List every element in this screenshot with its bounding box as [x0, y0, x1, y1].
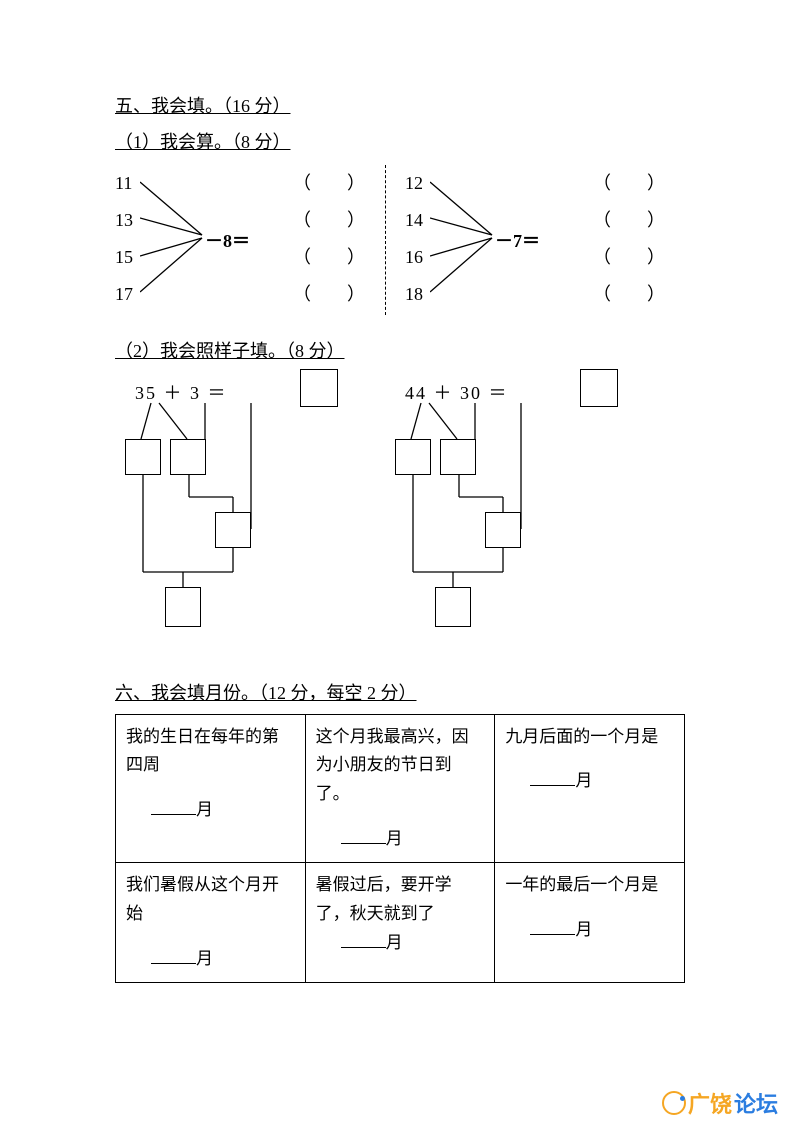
table-row: 我的生日在每年的第四周 月 这个月我最高兴，因为小朋友的节日到了。 月 九月后面…: [116, 714, 685, 863]
suffix: 月: [575, 920, 592, 939]
cell: 一年的最后一个月是 月: [495, 863, 685, 983]
cell-text: 我们暑假从这个月开始: [126, 875, 279, 923]
final-box[interactable]: [435, 587, 471, 627]
suffix: 月: [386, 829, 403, 848]
section6-title: 六、我会填月份。（12 分，每空 2 分）: [115, 677, 685, 709]
fan-lines-2: [430, 170, 500, 310]
blank: （ ）: [593, 239, 665, 276]
split-box-a[interactable]: [395, 439, 431, 475]
calc-block-2: 12 14 16 18 －7＝ （ ） （ ） （ ） （ ）: [385, 165, 675, 315]
suffix: 月: [575, 771, 592, 790]
final-box[interactable]: [165, 587, 201, 627]
cell-text: 我的生日在每年的第四周: [126, 727, 279, 775]
suffix: 月: [386, 933, 403, 952]
n: 18: [405, 276, 423, 313]
cell: 我的生日在每年的第四周 月: [116, 714, 306, 863]
answer: 月: [505, 767, 674, 796]
cell: 九月后面的一个月是 月: [495, 714, 685, 863]
decomp-lines-2: [385, 377, 615, 637]
answer: 月: [126, 945, 295, 974]
logo-icon: [662, 1091, 686, 1115]
table-row: 我们暑假从这个月开始 月 暑假过后，要开学了，秋天就到了 月 一年的最后一个月是…: [116, 863, 685, 983]
blank-line[interactable]: [530, 934, 575, 935]
blank-line[interactable]: [151, 814, 196, 815]
blank: （ ）: [293, 165, 365, 202]
blank-line[interactable]: [341, 843, 386, 844]
blank: （ ）: [593, 165, 665, 202]
answer: 月: [126, 796, 295, 825]
center-expr-2: －7＝: [495, 225, 540, 257]
section5-title: 五、我会填。（16 分）: [115, 90, 685, 122]
n: 13: [115, 202, 133, 239]
blank: （ ）: [593, 202, 665, 239]
worksheet-page: 五、我会填。（16 分） （1）我会算。（8 分） 11 13 15 17 －8…: [0, 0, 800, 1043]
sum-box[interactable]: [215, 512, 251, 548]
suffix: 月: [196, 949, 213, 968]
decomp-lines-1: [115, 377, 345, 637]
nums-1: 11 13 15 17: [115, 165, 133, 313]
blank: （ ）: [293, 276, 365, 313]
n: 14: [405, 202, 423, 239]
paren-col-1: （ ） （ ） （ ） （ ）: [293, 165, 365, 313]
blank-line[interactable]: [151, 963, 196, 964]
split-box-b[interactable]: [440, 439, 476, 475]
cell-text: 暑假过后，要开学了，秋天就到了: [316, 875, 452, 923]
cell-text: 九月后面的一个月是: [505, 727, 658, 746]
watermark: 广饶论坛: [662, 1087, 778, 1119]
n: 17: [115, 276, 133, 313]
n: 12: [405, 165, 423, 202]
split-box-a[interactable]: [125, 439, 161, 475]
cell: 暑假过后，要开学了，秋天就到了 月: [305, 863, 495, 983]
blank: （ ）: [593, 276, 665, 313]
answer: 月: [316, 825, 485, 854]
split-box-b[interactable]: [170, 439, 206, 475]
blank: （ ）: [293, 202, 365, 239]
answer: 月: [505, 916, 674, 945]
cell-text: 一年的最后一个月是: [505, 875, 658, 894]
answer: 月: [316, 929, 485, 958]
sum-box[interactable]: [485, 512, 521, 548]
nums-2: 12 14 16 18: [405, 165, 423, 313]
calc-block-1: 11 13 15 17 －8＝ （ ） （ ） （ ） （ ）: [115, 165, 385, 315]
decomp-2: 44 ＋ 30 ＝: [385, 377, 615, 637]
suffix: 月: [196, 800, 213, 819]
center-expr-1: －8＝: [205, 225, 250, 257]
section6: 六、我会填月份。（12 分，每空 2 分） 我的生日在每年的第四周 月 这个月我…: [115, 677, 685, 983]
decomp-1: 35 ＋ 3 ＝: [115, 377, 345, 637]
cell: 这个月我最高兴，因为小朋友的节日到了。 月: [305, 714, 495, 863]
paren-col-2: （ ） （ ） （ ） （ ）: [593, 165, 665, 313]
calc-row: 11 13 15 17 －8＝ （ ） （ ） （ ） （ ）: [115, 165, 685, 315]
decomposition-wrap: 35 ＋ 3 ＝: [115, 377, 685, 637]
cell: 我们暑假从这个月开始 月: [116, 863, 306, 983]
n: 15: [115, 239, 133, 276]
blank-line[interactable]: [341, 947, 386, 948]
section5-part1-title: （1）我会算。（8 分）: [115, 126, 685, 158]
cell-text: 这个月我最高兴，因为小朋友的节日到了。: [316, 727, 469, 804]
n: 11: [115, 165, 133, 202]
blank-line[interactable]: [530, 785, 575, 786]
wm-text-2: 论坛: [734, 1087, 778, 1119]
section5-part2-title: （2）我会照样子填。（8 分）: [115, 335, 685, 367]
n: 16: [405, 239, 423, 276]
wm-text-1: 广饶: [688, 1087, 732, 1119]
blank: （ ）: [293, 239, 365, 276]
month-table: 我的生日在每年的第四周 月 这个月我最高兴，因为小朋友的节日到了。 月 九月后面…: [115, 714, 685, 983]
fan-lines-1: [140, 170, 210, 310]
